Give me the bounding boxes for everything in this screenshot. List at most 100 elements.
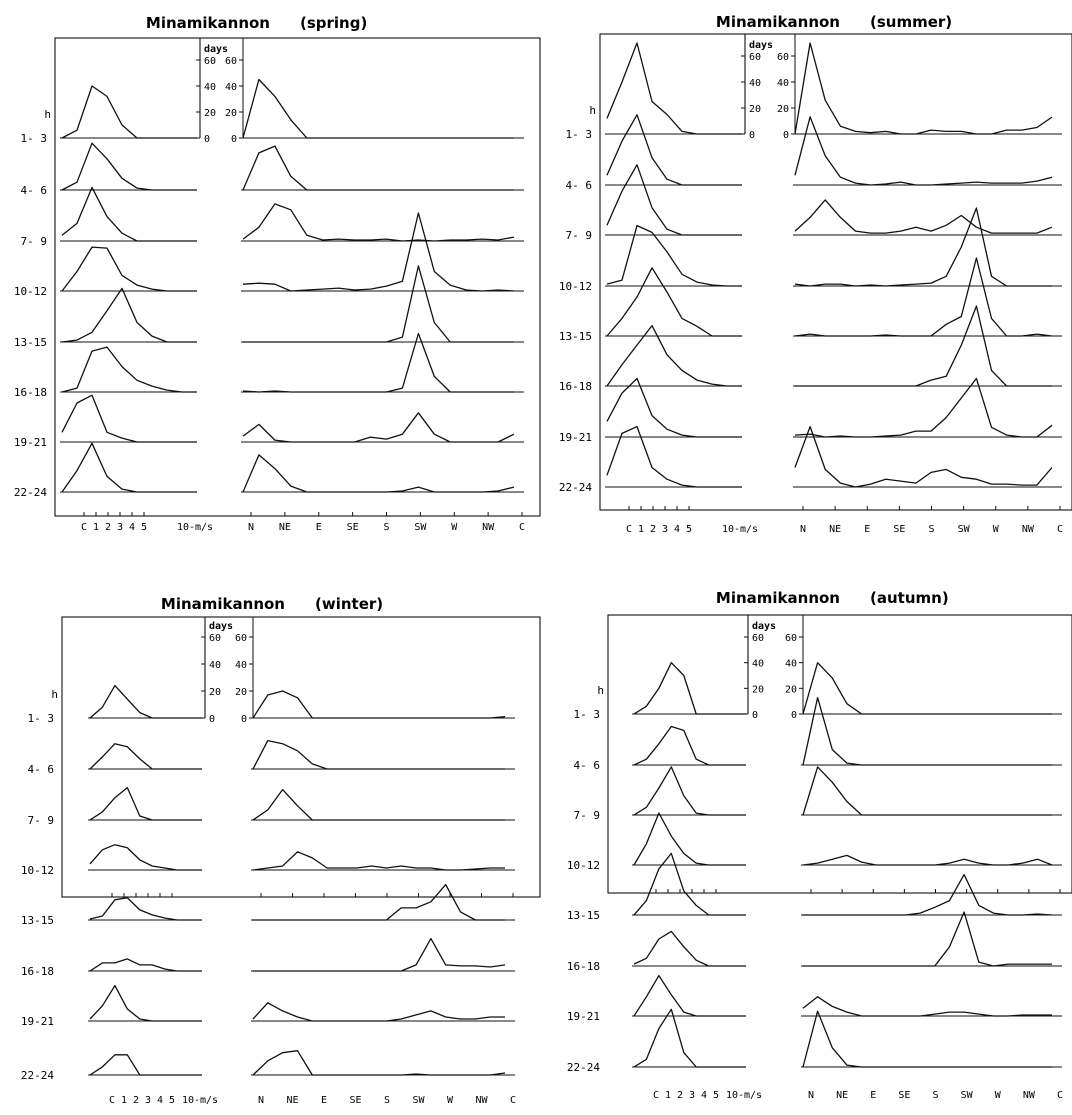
y-tick-label: 0	[241, 714, 247, 725]
speed-series-line	[606, 224, 742, 287]
hour-label: 13-15	[14, 336, 47, 349]
hour-label: 1- 3	[21, 132, 48, 145]
speed-series-line	[633, 766, 746, 816]
y-tick-label: 40	[225, 82, 237, 93]
hour-label: 19-21	[567, 1010, 600, 1023]
speed-series-line	[606, 324, 742, 387]
direction-series-line	[253, 883, 505, 921]
direction-series-line	[794, 116, 1053, 186]
y-tick-label: 20	[235, 687, 247, 698]
direction-series-line	[803, 911, 1052, 967]
direction-tick-label: N	[248, 522, 254, 533]
direction-tick-label: C	[519, 522, 525, 533]
direction-series-line	[252, 1050, 506, 1076]
speed-series-line	[61, 85, 197, 139]
hour-label: 4- 6	[574, 759, 601, 772]
speed-tick-label: 1	[665, 1090, 671, 1101]
direction-tick-label: S	[384, 1095, 390, 1106]
hour-label: 4- 6	[21, 184, 48, 197]
panel-title-station: Minamikannon	[716, 13, 840, 31]
speed-series-line	[61, 142, 197, 191]
hour-label: 7- 9	[21, 235, 48, 248]
direction-series-line	[794, 377, 1053, 438]
speed-tick-label: 3	[117, 522, 123, 533]
y-tick-label: 60	[752, 633, 764, 644]
hour-label: 16-18	[559, 380, 592, 393]
direction-tick-label: NE	[286, 1095, 298, 1106]
hour-label: 4- 6	[28, 763, 55, 776]
hour-label: 19-21	[559, 431, 592, 444]
direction-series-line	[795, 305, 1052, 387]
direction-tick-label: E	[321, 1095, 327, 1106]
speed-series-line	[633, 852, 746, 916]
speed-tick-label: 1	[93, 522, 99, 533]
y-tick-label: 40	[777, 78, 789, 89]
hour-label: 22-24	[567, 1061, 600, 1074]
direction-tick-label: NW	[1022, 524, 1035, 535]
direction-tick-label: C	[1057, 1090, 1063, 1101]
speed-tick-label: 3	[689, 1090, 695, 1101]
speed-series-line	[633, 1008, 746, 1068]
hour-label: 10-12	[567, 859, 600, 872]
direction-tick-label: NE	[279, 522, 291, 533]
panel-frame	[61, 616, 541, 898]
speed-tick-label: 4	[701, 1090, 707, 1101]
hour-label: 4- 6	[566, 179, 593, 192]
direction-tick-label: NW	[482, 522, 495, 533]
direction-tick-label: N	[258, 1095, 264, 1106]
direction-tick-label: E	[316, 522, 322, 533]
speed-tick-label: 4	[129, 522, 135, 533]
speed-tick-label: 4	[674, 524, 680, 535]
hour-label: 19-21	[14, 436, 47, 449]
direction-series-line	[252, 1002, 505, 1022]
direction-series-line	[242, 78, 514, 139]
speed-series-line	[606, 267, 742, 337]
speed-tick-label: 3	[145, 1095, 151, 1106]
speed-tick-label: 1	[638, 524, 644, 535]
direction-series-line	[252, 690, 506, 719]
y-tick-label: 20	[204, 108, 216, 119]
speed-tick-label: 2	[677, 1090, 683, 1101]
hour-label: 16-18	[14, 386, 47, 399]
y-tick-label: 20	[209, 687, 221, 698]
y-unit-label: days	[749, 40, 773, 51]
y-tick-label: 60	[749, 52, 761, 63]
direction-series-line	[794, 42, 1053, 135]
hour-label: 22-24	[559, 481, 592, 494]
hour-label: 13-15	[567, 909, 600, 922]
direction-tick-label: C	[510, 1095, 516, 1106]
y-tick-label: 20	[752, 684, 764, 695]
y-tick-label: 20	[749, 104, 761, 115]
direction-tick-label: SE	[893, 524, 905, 535]
speed-series-line	[89, 684, 202, 719]
speed-tick-label: 2	[105, 522, 111, 533]
speed-tick-label: 3	[662, 524, 668, 535]
direction-tick-label: E	[864, 524, 870, 535]
speed-tick-label: C	[626, 524, 632, 535]
hour-label: 16-18	[567, 960, 600, 973]
speed-series-line	[89, 743, 202, 770]
hour-label: 1- 3	[574, 708, 601, 721]
hour-label: 10-12	[559, 280, 592, 293]
panel-frame	[607, 614, 1072, 894]
direction-series-line	[242, 412, 515, 443]
direction-series-line	[794, 207, 1052, 287]
hour-unit-label: h	[589, 104, 596, 117]
hour-label: 10-12	[21, 864, 54, 877]
direction-tick-label: NW	[475, 1095, 488, 1106]
y-tick-label: 20	[225, 108, 237, 119]
y-tick-label: 60	[204, 56, 216, 67]
direction-tick-label: SE	[347, 522, 359, 533]
direction-series-line	[802, 854, 1053, 866]
speed-series-line	[89, 958, 202, 972]
y-tick-label: 0	[204, 134, 210, 145]
direction-tick-label: SW	[414, 522, 427, 533]
y-tick-label: 20	[777, 104, 789, 115]
speed-tick-label: 4	[157, 1095, 163, 1106]
direction-tick-label: W	[447, 1095, 454, 1106]
speed-tick-label: 10-m/s	[722, 524, 758, 535]
y-unit-label: days	[204, 44, 228, 55]
